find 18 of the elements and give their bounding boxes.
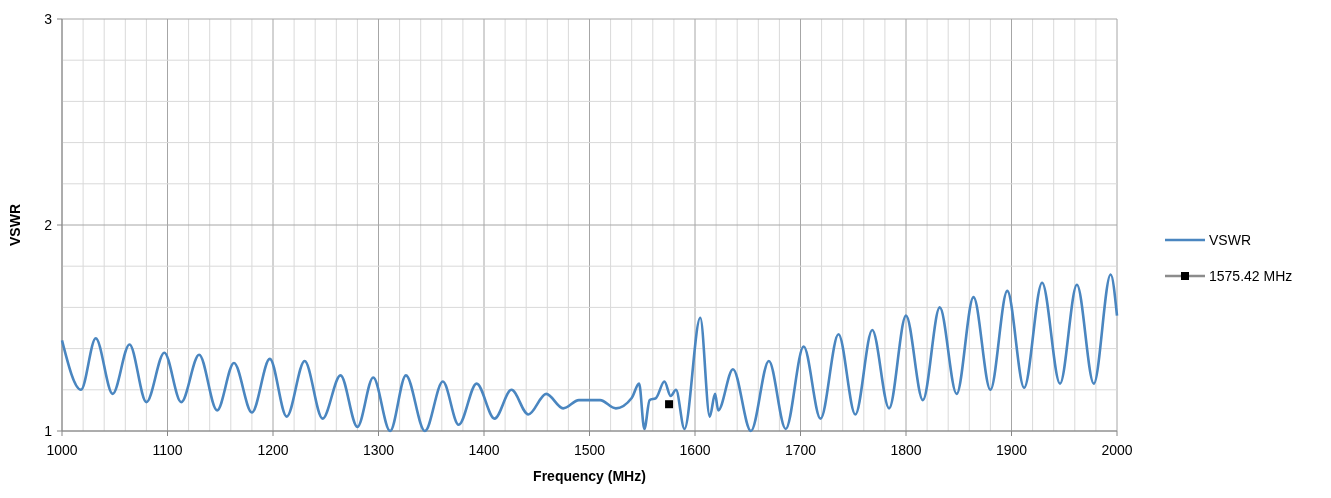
x-tick-label: 1700	[784, 442, 817, 458]
x-tick-label: 1200	[257, 442, 289, 458]
y-tick-label: 2	[44, 217, 53, 233]
x-tick-label: 1400	[468, 442, 500, 458]
x-tick-label: 1300	[362, 442, 395, 458]
legend-label: VSWR	[1209, 232, 1251, 248]
x-tick-label: 1600	[679, 442, 711, 458]
x-tick-label: 1800	[890, 442, 922, 458]
x-tick-label: 2000	[1101, 442, 1133, 458]
x-tick-label: 1100	[152, 442, 183, 458]
x-tick-label: 1500	[573, 442, 606, 458]
y-tick-label: 3	[44, 11, 53, 27]
x-tick-label: 1900	[995, 442, 1028, 458]
legend-label: 1575.42 MHz	[1209, 268, 1293, 284]
y-tick-label: 1	[44, 423, 53, 439]
y-axis-title: VSWR	[7, 204, 23, 246]
x-tick-label: 1000	[46, 442, 78, 458]
x-axis-title: Frequency (MHz)	[533, 468, 646, 484]
